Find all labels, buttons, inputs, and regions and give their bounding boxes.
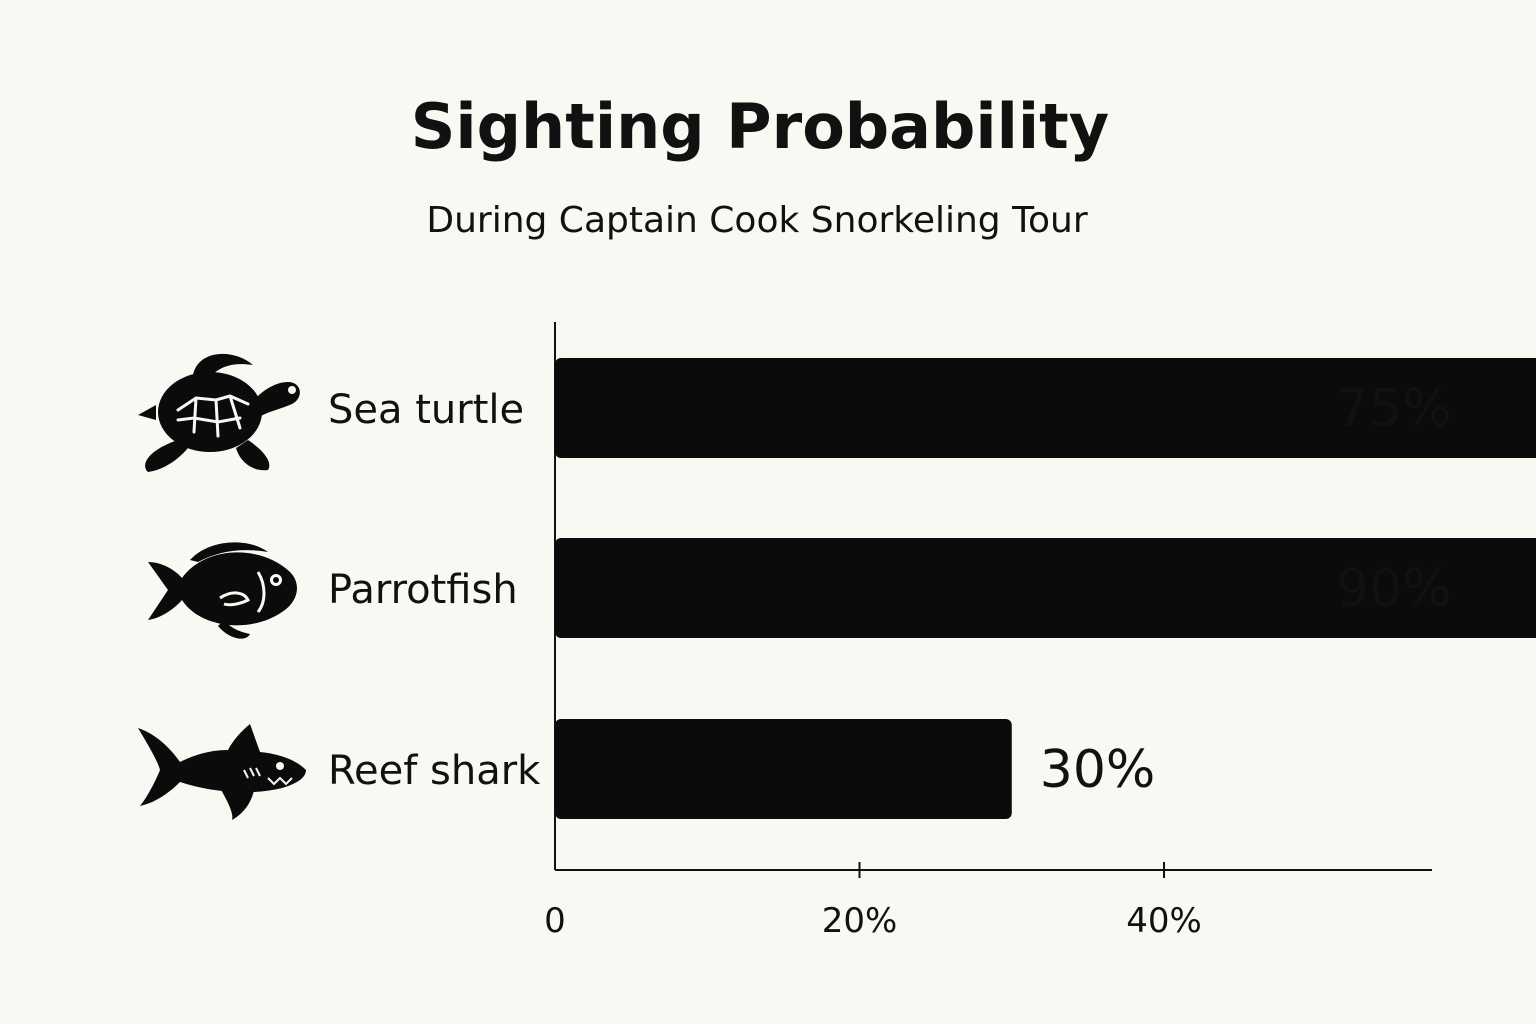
bar xyxy=(555,358,1536,458)
sea-turtle-icon xyxy=(138,353,300,472)
bars-group: 75% 90% 30% xyxy=(555,358,1536,819)
bar-value-label: 30% xyxy=(1040,740,1156,800)
bar xyxy=(555,538,1536,638)
category-label: Sea turtle xyxy=(328,387,524,433)
bar-value-label: 90% xyxy=(1336,559,1452,619)
x-tick-label: 20% xyxy=(822,901,898,941)
chart-title: Sighting Probability xyxy=(411,90,1109,163)
x-tick-label: 0 xyxy=(544,901,566,941)
category-labels-group: Sea turtle Parrotfish Reef shark xyxy=(328,387,541,794)
bar-value-label: 75% xyxy=(1336,379,1452,439)
bar xyxy=(555,719,1012,819)
category-label: Reef shark xyxy=(328,748,541,794)
x-tick-label: 40% xyxy=(1126,901,1202,941)
shark-icon xyxy=(138,724,306,820)
x-axis-ticks: 0 20% 40% xyxy=(544,862,1202,941)
fish-icon xyxy=(148,542,297,639)
category-label: Parrotfish xyxy=(328,567,518,613)
chart-subtitle: During Captain Cook Snorkeling Tour xyxy=(426,200,1087,241)
